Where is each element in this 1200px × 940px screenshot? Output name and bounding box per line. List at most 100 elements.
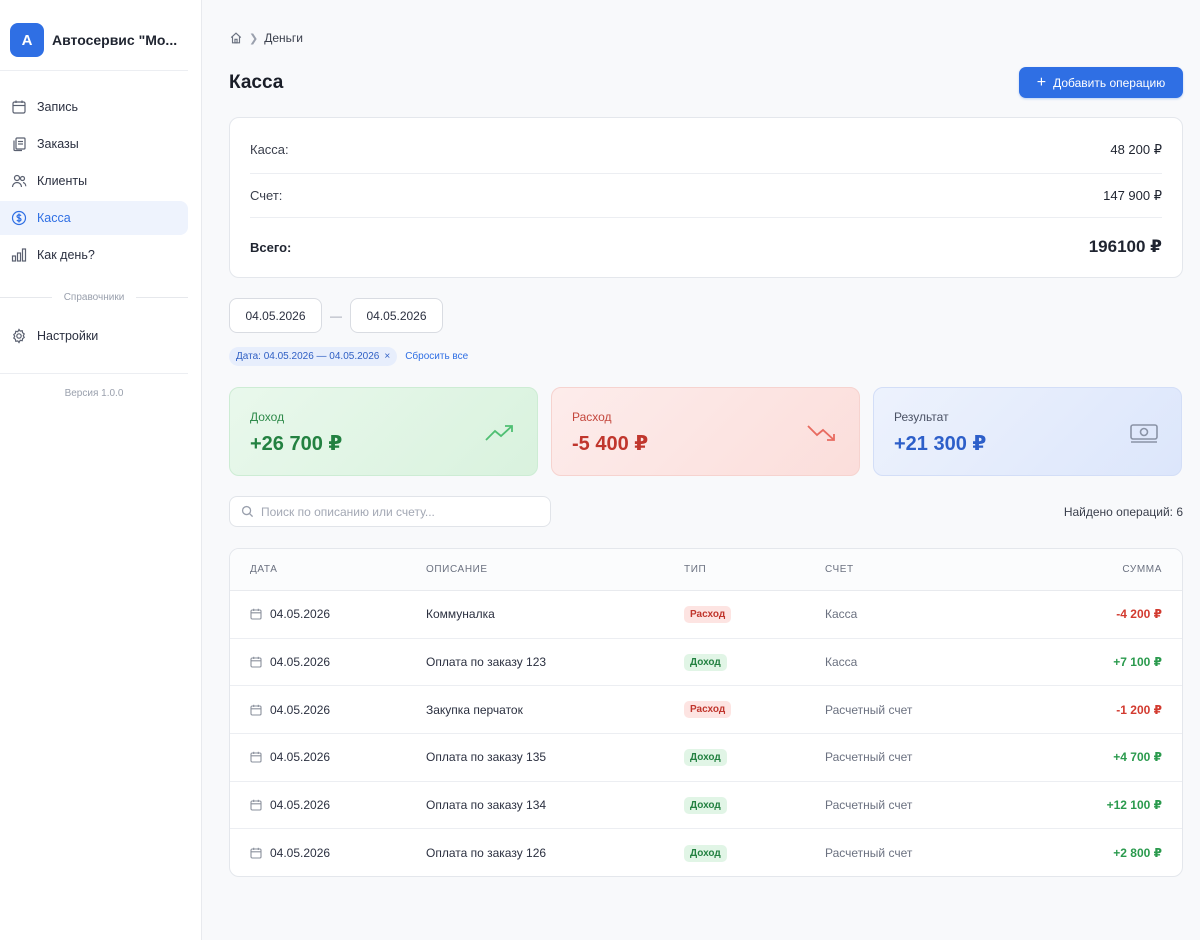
sidebar-item-zakazy[interactable]: Заказы [0,127,188,161]
plus-icon: + [1036,73,1047,91]
row-account: Расчетный счет [825,702,913,717]
active-filters: Дата: 04.05.2026 — 04.05.2026 × Сбросить… [229,347,468,366]
row-date-cell: 04.05.2026 [230,703,426,717]
calendar-icon [250,704,262,716]
balance-row-kassa: Касса: 48 200 ₽ [250,118,1162,174]
type-badge: Доход [684,796,727,814]
row-account: Касса [825,607,858,622]
operations-table: ДАТА ОПИСАНИЕ ТИП СЧЕТ СУММА 04.05.2026 … [229,548,1183,877]
table-row[interactable]: 04.05.2026 Оплата по заказу 126 Доход Ра… [230,829,1182,876]
section-label: Справочники [0,292,188,303]
type-badge: Доход [684,653,727,671]
brand[interactable]: A Автосервис "Мо... [10,23,188,57]
table-row[interactable]: 04.05.2026 Оплата по заказу 135 Доход Ра… [230,734,1182,782]
income-value: +26 700 ₽ [250,433,343,455]
trending-down-icon [807,425,835,441]
search-box[interactable] [229,496,551,527]
row-amount: +2 800 ₽ [1113,846,1162,861]
breadcrumb: ❯ Деньги [229,31,303,45]
breadcrumb-current: Деньги [264,31,303,45]
type-badge: Расход [684,605,732,623]
row-type-cell: Доход [684,796,825,814]
calendar-icon [250,799,262,811]
reset-filters-link[interactable]: Сбросить все [405,351,469,362]
row-description: Коммуналка [426,607,495,622]
row-amount: -1 200 ₽ [1116,702,1162,717]
table-row[interactable]: 04.05.2026 Коммуналка Расход Касса -4 20… [230,591,1182,639]
table-row[interactable]: 04.05.2026 Оплата по заказу 123 Доход Ка… [230,639,1182,687]
row-date-cell: 04.05.2026 [230,607,426,621]
sidebar-item-klienty[interactable]: Клиенты [0,164,188,198]
search-input[interactable] [261,504,541,519]
row-amount: -4 200 ₽ [1116,607,1162,622]
trending-up-icon [485,425,513,441]
chevron-right-icon: ❯ [249,32,259,45]
calendar-icon [250,848,262,859]
row-account: Расчетный счет [825,846,913,861]
dollar-circle-icon [11,210,27,226]
sidebar-item-label: Запись [37,100,79,114]
found-count: Найдено операций: 6 [1063,505,1183,519]
company-logo: A [10,23,44,57]
type-badge: Доход [684,844,727,862]
sidebar-nav: Запись Заказы Клиенты Касса Как день? [0,90,188,275]
sidebar-item-kak-den[interactable]: Как день? [0,238,188,272]
calendar-icon [11,99,27,115]
row-account: Расчетный счет [825,798,913,813]
sidebar-item-label: Клиенты [37,174,88,188]
column-header-date[interactable]: ДАТА [250,564,278,575]
add-operation-label: Добавить операцию [1053,75,1166,90]
type-badge: Расход [684,701,732,719]
result-label: Результат [894,410,949,424]
date-from-input[interactable]: 04.05.2026 [229,298,322,333]
table-row[interactable]: 04.05.2026 Закупка перчаток Расход Расче… [230,686,1182,735]
sidebar-item-label: Заказы [37,137,79,151]
calendar-icon [250,609,262,620]
home-icon[interactable] [229,31,243,45]
row-description: Оплата по заказу 123 [426,655,547,670]
column-header-description[interactable]: ОПИСАНИЕ [426,564,488,575]
row-account: Расчетный счет [825,750,913,765]
row-amount-cell: +12 100 ₽ [1065,798,1182,812]
column-header-amount[interactable]: СУММА [1122,564,1162,575]
sidebar-item-zapis[interactable]: Запись [0,90,188,124]
row-amount-cell: +2 800 ₽ [1065,846,1182,860]
sidebar-item-label: Касса [37,211,71,225]
income-label: Доход [250,410,285,424]
expense-card: Расход -5 400 ₽ [551,387,860,476]
documents-icon [11,136,27,152]
balance-row-schet: Счет: 147 900 ₽ [250,174,1162,218]
close-icon[interactable]: × [384,351,391,362]
row-amount: +7 100 ₽ [1113,655,1162,670]
row-date-cell: 04.05.2026 [230,798,426,812]
divider [0,373,188,374]
calendar-icon [250,656,262,668]
sidebar-item-label: Настройки [37,329,99,343]
table-row[interactable]: 04.05.2026 Оплата по заказу 134 Доход Ра… [230,782,1182,830]
sidebar-item-kassa[interactable]: Касса [0,201,188,235]
balance-card: Касса: 48 200 ₽ Счет: 147 900 ₽ Всего: 1… [229,117,1183,278]
row-amount: +12 100 ₽ [1106,798,1162,813]
row-date: 04.05.2026 [270,798,331,813]
row-type-cell: Доход [684,748,825,766]
column-header-account[interactable]: СЧЕТ [825,564,854,575]
money-icon [1130,424,1158,443]
gear-icon [11,328,27,344]
add-operation-button[interactable]: + Добавить операцию [1019,67,1183,98]
sidebar-item-settings[interactable]: Настройки [0,319,188,353]
date-to-input[interactable]: 04.05.2026 [350,298,443,333]
column-header-type[interactable]: ТИП [684,564,707,575]
row-date: 04.05.2026 [270,607,331,622]
balance-label: Всего: [250,239,292,255]
company-name: Автосервис "Мо... [52,32,178,48]
expense-value: -5 400 ₽ [572,433,649,455]
type-badge: Доход [684,748,727,766]
row-date-cell: 04.05.2026 [230,655,426,669]
row-date: 04.05.2026 [270,655,331,670]
table-header: ДАТА ОПИСАНИЕ ТИП СЧЕТ СУММА [230,549,1182,591]
row-type-cell: Расход [684,701,825,719]
sidebar: A Автосервис "Мо... Запись Заказы Клиент… [0,0,202,940]
page-title: Касса [229,72,284,93]
app-version: Версия 1.0.0 [64,388,124,399]
section-label-text: Справочники [63,292,125,303]
